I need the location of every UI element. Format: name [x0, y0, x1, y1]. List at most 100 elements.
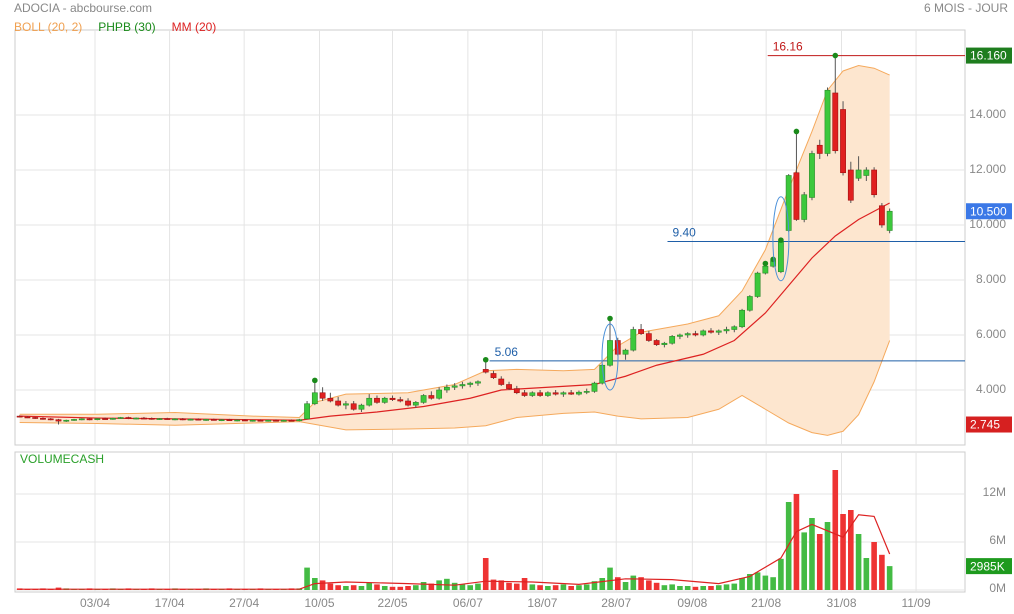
volume-bar	[754, 572, 761, 590]
phpb-dot	[312, 377, 318, 384]
volume-bar	[343, 586, 349, 590]
phpb-dot	[793, 128, 800, 135]
candle-body	[273, 419, 279, 422]
volume-bar	[405, 586, 411, 590]
boll-fill	[19, 65, 890, 436]
candle-body	[731, 326, 738, 330]
candle-body	[249, 419, 256, 422]
candle-body	[242, 419, 248, 422]
candle-body	[638, 329, 644, 334]
volume-bar	[832, 470, 839, 590]
x-tick-label: 18/07	[527, 596, 557, 610]
volume-bar	[490, 579, 497, 590]
level-label: 9.40	[672, 226, 696, 240]
x-tick-label: 28/07	[601, 596, 631, 610]
candle-body	[428, 395, 435, 399]
candle-body	[762, 265, 769, 274]
volume-bar	[871, 542, 877, 590]
candle-body	[47, 418, 54, 421]
volume-bar	[614, 577, 621, 590]
volume-bar	[521, 578, 528, 590]
y-tick-label: 6.000	[976, 327, 1006, 341]
price-tag-label: 2.745	[970, 418, 1000, 432]
y-tick-label: 4.000	[976, 382, 1006, 396]
legend-entry: PHPB (30)	[98, 20, 155, 34]
volume-bar	[708, 586, 714, 590]
price-tag	[966, 558, 1012, 575]
volume-bar	[358, 586, 365, 590]
candle-body	[32, 417, 39, 419]
x-tick-label: 11/09	[901, 596, 930, 610]
price-panel	[14, 29, 966, 446]
price-tag	[966, 203, 1012, 220]
candle-body	[203, 419, 209, 421]
candle-body	[218, 419, 225, 421]
volume-bar	[545, 586, 551, 590]
volume-bar	[327, 583, 334, 590]
price-tag	[966, 47, 1012, 64]
x-tick-label: 09/08	[677, 596, 707, 610]
volume-ma	[19, 514, 891, 590]
x-tick-label: 22/05	[377, 596, 407, 610]
volume-bar	[537, 585, 543, 590]
volume-bar	[677, 586, 683, 590]
candle-body	[560, 392, 567, 395]
candle-body	[490, 373, 497, 378]
candle-body	[832, 92, 839, 152]
candle-body	[451, 385, 458, 388]
candle-body	[669, 336, 676, 344]
candle-body	[358, 404, 365, 410]
candle-body	[412, 402, 419, 406]
volume-bar	[715, 585, 722, 590]
candle-body	[459, 384, 466, 387]
volume-bar	[785, 502, 792, 590]
candle-body	[809, 153, 815, 198]
period: 6 MOIS - JOUR	[924, 1, 1008, 15]
x-tick-label: 06/07	[453, 596, 483, 610]
candle-body	[754, 272, 761, 297]
volume-bar	[886, 566, 893, 590]
candle-body	[677, 334, 683, 337]
candle-body	[280, 419, 287, 422]
candle-body	[529, 392, 536, 396]
volume-bar	[723, 584, 730, 590]
x-tick-label: 31/08	[826, 596, 856, 610]
candle-body	[226, 419, 233, 421]
candle-body	[878, 205, 885, 226]
candle-body	[234, 419, 241, 422]
volume-bar	[374, 584, 380, 590]
phpb-dot	[762, 260, 769, 267]
volume-bar	[451, 582, 458, 590]
y-tick-label: 10.000	[969, 217, 1006, 231]
candle-body	[71, 419, 77, 421]
volume-bar	[607, 567, 613, 590]
level-label: 16.16	[773, 40, 803, 54]
x-tick-label: 10/05	[304, 596, 334, 610]
candle-body	[801, 194, 808, 220]
candle-body	[684, 333, 691, 336]
candle-body	[288, 419, 295, 422]
y-tick-label: 14.000	[969, 107, 1006, 121]
candle-body	[544, 392, 551, 396]
candle-body	[164, 418, 171, 420]
candle-body	[552, 392, 559, 395]
volume-bar	[824, 522, 831, 590]
volume-bar	[816, 534, 823, 590]
candle-body	[436, 389, 443, 399]
volume-bar	[762, 575, 769, 590]
phpb-dot	[778, 237, 784, 243]
volume-panel	[14, 451, 966, 593]
x-tick-label: 03/04	[80, 596, 110, 610]
candle-body	[133, 417, 140, 420]
candle-body	[148, 418, 155, 420]
volume-bar	[669, 584, 675, 590]
y-tick-label: 6M	[989, 533, 1006, 547]
phpb-dot	[607, 315, 613, 322]
candle-body	[117, 417, 124, 419]
volume-bar	[793, 494, 800, 590]
candle-body	[86, 418, 93, 421]
candle-body	[319, 392, 326, 399]
volume-bar	[778, 558, 784, 590]
volume-bar	[428, 583, 435, 590]
volume-bar	[879, 554, 885, 590]
